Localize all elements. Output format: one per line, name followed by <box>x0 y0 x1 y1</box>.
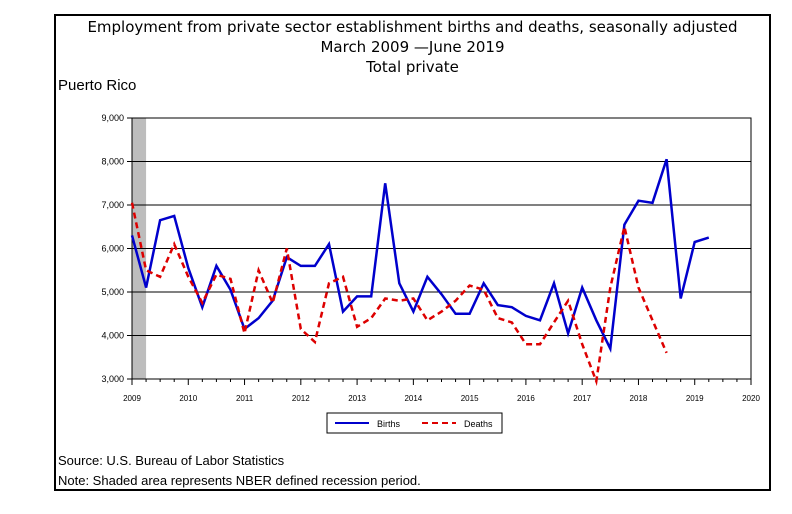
x-tick-label: 2017 <box>573 394 591 403</box>
series-line-deaths <box>130 202 668 387</box>
y-tick-label: 6,000 <box>101 244 124 254</box>
x-tick-label: 2011 <box>236 394 254 403</box>
recession-note: Note: Shaded area represents NBER define… <box>58 473 421 488</box>
legend: Births Deaths <box>326 412 503 434</box>
x-tick-label: 2020 <box>742 394 760 403</box>
y-tick-label: 9,000 <box>101 113 124 123</box>
x-tick-label: 2013 <box>348 394 366 403</box>
chart-subtitle: March 2009 —June 2019 <box>320 38 505 56</box>
x-tick-label: 2012 <box>292 394 310 403</box>
y-tick-label: 8,000 <box>101 157 124 167</box>
legend-box <box>326 412 503 434</box>
source-note: Source: U.S. Bureau of Labor Statistics <box>58 453 285 468</box>
x-tick-label: 2019 <box>686 394 704 403</box>
y-tick-label: 5,000 <box>101 287 124 297</box>
x-tick-label: 2014 <box>404 394 422 403</box>
x-tick-label: 2015 <box>461 394 479 403</box>
y-tick-label: 7,000 <box>101 200 124 210</box>
y-tick-label: 4,000 <box>101 331 124 341</box>
y-tick-label: 3,000 <box>101 374 124 384</box>
legend-label-births: Births <box>377 419 401 429</box>
chart-title: Employment from private sector establish… <box>87 18 738 36</box>
chart-frame <box>54 14 771 491</box>
legend-label-deaths: Deaths <box>464 419 493 429</box>
x-tick-label: 2010 <box>179 394 197 403</box>
x-tick-label: 2016 <box>517 394 535 403</box>
series-line-births <box>130 158 710 353</box>
region-label: Puerto Rico <box>58 77 137 94</box>
chart-sub-subtitle: Total private <box>366 58 459 76</box>
x-tick-label: 2018 <box>630 394 648 403</box>
x-tick-label: 2009 <box>123 394 141 403</box>
